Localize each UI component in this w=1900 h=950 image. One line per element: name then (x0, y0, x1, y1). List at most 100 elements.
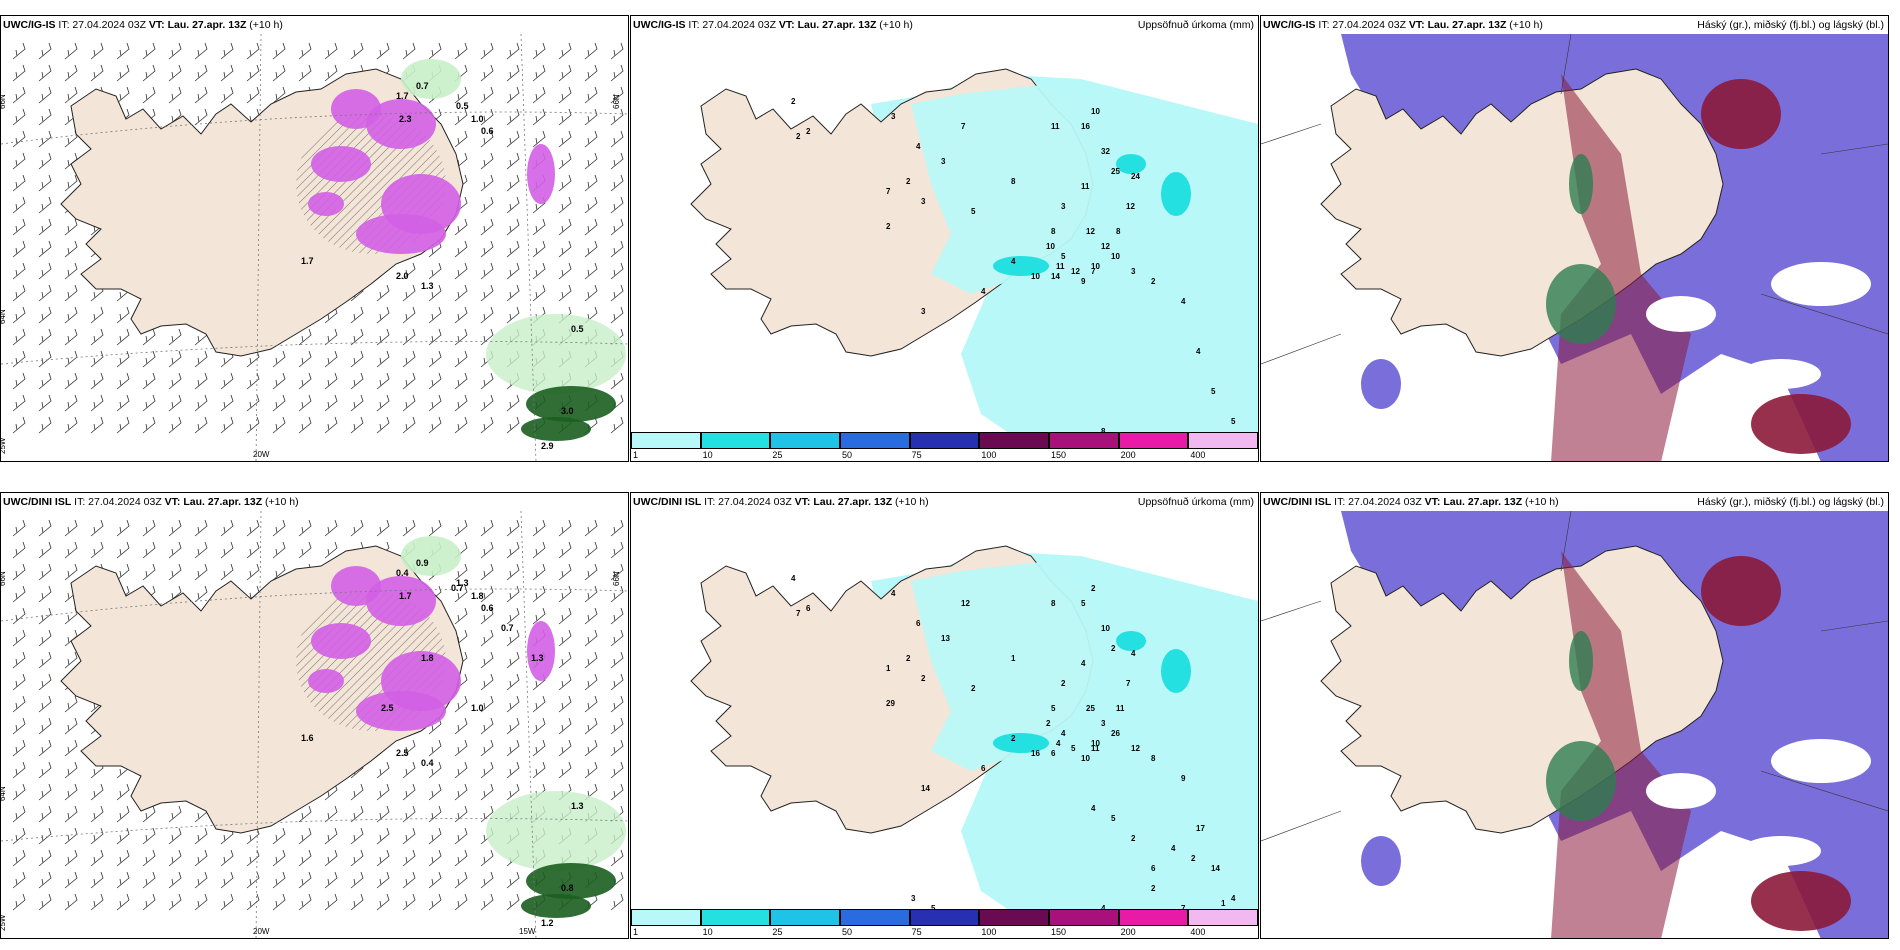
wind-barb (298, 394, 312, 412)
wind-barb (64, 607, 78, 625)
field-value-label: 2.0 (396, 271, 409, 281)
wind-barb (480, 262, 494, 280)
colorbar-swatch (1118, 909, 1189, 926)
wind-barb (90, 42, 104, 60)
field-value-label: 12 (1126, 202, 1135, 211)
wind-barb (38, 717, 52, 735)
panel-title: Uppsöfnuð úrkoma (mm) (1137, 496, 1254, 508)
wind-barb (584, 86, 598, 104)
wind-barb (584, 761, 598, 779)
wind-barb (38, 240, 52, 258)
wind-barb (480, 893, 494, 911)
precip-heavy (1116, 631, 1146, 651)
field-value-label: 4 (791, 574, 796, 583)
wind-barb (38, 739, 52, 757)
wind-barb (168, 328, 182, 346)
panel-cloud-topright: UWC/IG-IS IT: 27.04.2024 03Z VT: Lau. 27… (1260, 15, 1889, 462)
wind-barb (402, 739, 416, 757)
field-value-label: 1.3 (421, 281, 434, 291)
colorbar-swatch (979, 909, 1049, 926)
grid-line (520, 511, 537, 938)
wind-barb (532, 262, 546, 280)
wind-barb (428, 372, 442, 390)
colorbar-swatch (770, 909, 840, 926)
wind-barb (220, 372, 234, 390)
wind-barb (324, 328, 338, 346)
wind-barb (38, 328, 52, 346)
wind-barb (584, 695, 598, 713)
wind-barb (532, 108, 546, 126)
field-value-label: 1.2 (541, 918, 554, 928)
wind-barb (38, 86, 52, 104)
wind-barb (454, 563, 468, 581)
wind-barb (220, 893, 234, 911)
wind-barb (90, 541, 104, 559)
grid-line (520, 34, 537, 461)
field-value-label: 4 (1181, 297, 1186, 306)
wind-barb (38, 372, 52, 390)
grid-line (1760, 770, 1888, 812)
wind-barb (506, 893, 520, 911)
wind-barb (480, 42, 494, 60)
wind-barb (584, 541, 598, 559)
wind-barb (558, 761, 572, 779)
wind-barb (610, 673, 624, 691)
wind-barb (142, 416, 156, 434)
wind-barb (376, 328, 390, 346)
grid-line (1261, 333, 1342, 365)
field-value-label: 5 (1081, 599, 1086, 608)
wind-barb (532, 607, 546, 625)
wind-barb (428, 42, 442, 60)
wind-barb (12, 585, 26, 603)
field-value-label: 5 (1111, 814, 1116, 823)
precip-region (366, 99, 436, 149)
wind-barb (90, 893, 104, 911)
wind-barb (38, 827, 52, 845)
wind-barb (272, 893, 286, 911)
field-value-label: 7 (961, 122, 966, 131)
wind-barb (480, 240, 494, 258)
wind-barb (12, 240, 26, 258)
wind-barb (402, 372, 416, 390)
axis-label: 15W (519, 927, 536, 936)
field-value-label: 3 (921, 197, 926, 206)
wind-barb (12, 783, 26, 801)
wind-barb (610, 130, 624, 148)
colorbar-tick-label: 1 (633, 450, 639, 460)
wind-barb (12, 42, 26, 60)
wind-barb (376, 416, 390, 434)
colorbar-tick-label: 200 (1120, 450, 1136, 460)
wind-barb (64, 761, 78, 779)
wind-barb (506, 416, 520, 434)
wind-barb (532, 284, 546, 302)
wind-barb (324, 394, 338, 412)
field-value-label: 3 (1101, 719, 1106, 728)
field-value-label: 0.5 (571, 324, 584, 334)
wind-barb (428, 306, 442, 324)
wind-barb (506, 86, 520, 104)
grid-line (1820, 620, 1888, 632)
wind-barb (194, 86, 208, 104)
colorbar-tick-label: 50 (842, 927, 853, 937)
wind-barb (532, 519, 546, 537)
wind-barb (584, 174, 598, 192)
precip-field-land (911, 84, 1101, 294)
wind-barb (246, 541, 260, 559)
wind-barb (194, 563, 208, 581)
wind-barb (38, 64, 52, 82)
wind-map: 0.7 1.7 2.3 0.5 1.0 0.6 1.7 2.0 1.3 0.5 3.0 2.9 20W 6… (1, 34, 628, 461)
wind-barb (168, 541, 182, 559)
wind-barb (12, 416, 26, 434)
wind-barb (64, 695, 78, 713)
wind-barb (480, 218, 494, 236)
field-value-label: 12 (1086, 227, 1095, 236)
field-value-label: 1.3 (456, 578, 469, 588)
field-value-label: 6 (916, 619, 921, 628)
wind-barb (350, 893, 364, 911)
field-value-label: 2 (1046, 719, 1051, 728)
field-value-label: 4 (981, 287, 986, 296)
wind-barb (194, 108, 208, 126)
wind-barb (64, 86, 78, 104)
field-value-label: 4 (1171, 844, 1176, 853)
wind-barb (480, 174, 494, 192)
